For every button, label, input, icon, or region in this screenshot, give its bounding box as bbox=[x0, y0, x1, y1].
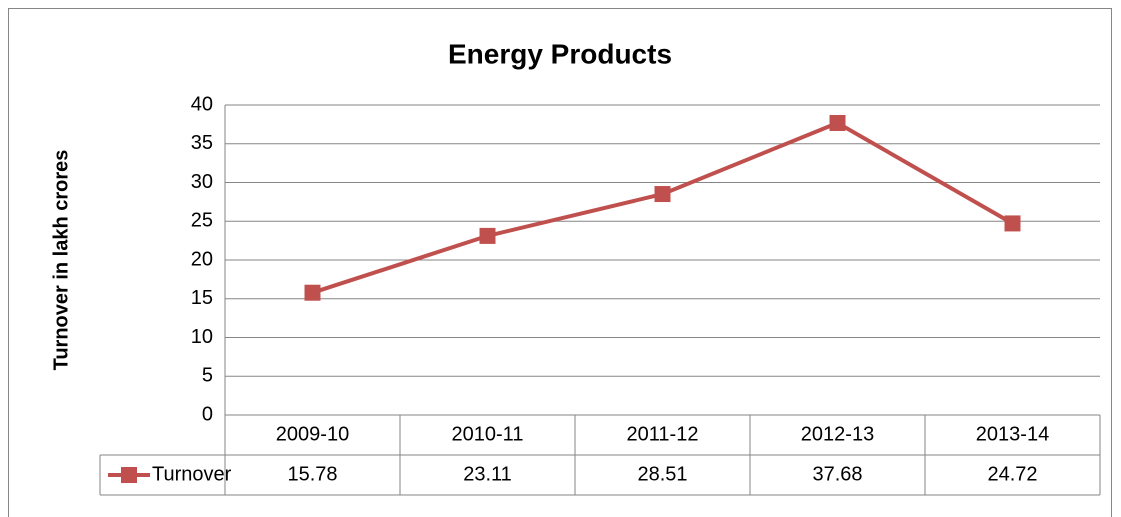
legend-marker bbox=[121, 467, 137, 483]
legend-label: Turnover bbox=[152, 463, 232, 485]
y-axis-label: Turnover in lakh crores bbox=[50, 150, 72, 371]
table-value: 15.78 bbox=[287, 463, 337, 485]
series-line bbox=[311, 120, 1014, 295]
chart-title: Energy Products bbox=[448, 38, 672, 69]
table-value: 37.68 bbox=[812, 463, 862, 485]
x-tick-label: 2011-12 bbox=[627, 423, 699, 445]
y-tick-label: 30 bbox=[191, 171, 213, 193]
y-tick-label: 25 bbox=[191, 210, 213, 232]
y-tick-label: 0 bbox=[202, 403, 213, 425]
y-tick-label: 15 bbox=[191, 287, 213, 309]
y-tick-label: 20 bbox=[191, 248, 213, 270]
marker bbox=[304, 284, 321, 301]
y-tick-label: 5 bbox=[202, 365, 213, 387]
table-value: 24.72 bbox=[987, 463, 1037, 485]
marker bbox=[654, 186, 671, 203]
table-value: 23.11 bbox=[463, 463, 512, 485]
y-tick-label: 10 bbox=[191, 326, 213, 348]
chart-border bbox=[8, 8, 1112, 517]
y-tick-label: 35 bbox=[191, 132, 213, 154]
x-tick-label: 2013-14 bbox=[976, 423, 1049, 445]
marker bbox=[1004, 215, 1021, 232]
x-tick-label: 2012-13 bbox=[801, 423, 874, 445]
y-tick-label: 40 bbox=[191, 93, 213, 115]
x-tick-label: 2009-10 bbox=[276, 423, 349, 445]
marker bbox=[829, 114, 846, 131]
marker bbox=[479, 227, 496, 244]
x-tick-label: 2010-11 bbox=[452, 423, 524, 445]
table-value: 28.51 bbox=[637, 463, 687, 485]
